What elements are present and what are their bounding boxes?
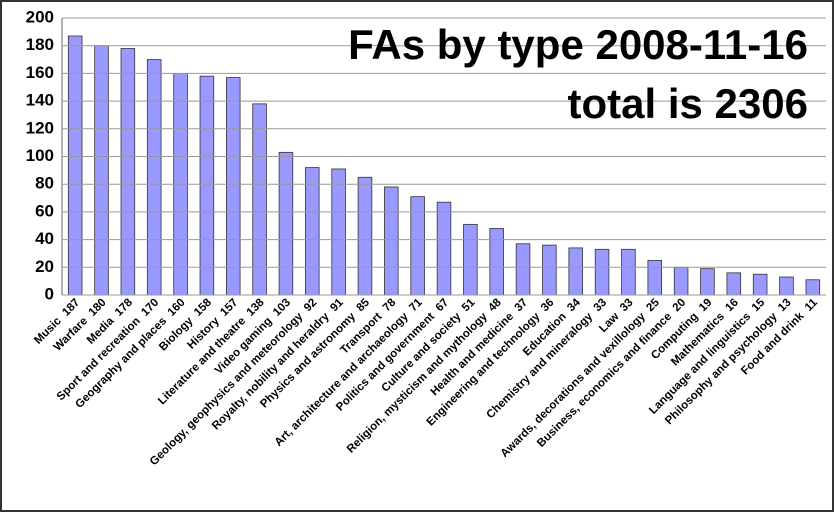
bar (357, 176, 373, 296)
bar (463, 223, 478, 296)
bar (621, 248, 636, 296)
y-tick-label: 20 (35, 257, 54, 276)
bar (726, 272, 742, 296)
bar (568, 247, 583, 296)
y-tick-label: 80 (35, 174, 54, 193)
y-tick-label: 60 (35, 201, 54, 220)
y-tick-label: 180 (26, 35, 54, 54)
bar (805, 279, 821, 296)
bar (305, 167, 320, 296)
bar (67, 35, 83, 296)
y-tick-label: 120 (26, 118, 54, 137)
bar (120, 48, 136, 296)
y-tick-label: 40 (35, 229, 54, 248)
bar (752, 273, 768, 296)
y-tick-label: 100 (26, 146, 54, 165)
bar (146, 59, 162, 296)
chart-title: FAs by type 2008-11-16 (348, 21, 808, 68)
bar (331, 168, 346, 296)
bar (252, 103, 267, 296)
y-tick-label: 200 (26, 7, 54, 26)
bar (700, 268, 715, 296)
bar (515, 243, 531, 296)
bar (436, 201, 452, 296)
bar (278, 151, 294, 296)
bar (673, 266, 689, 296)
chart-subtitle: total is 2306 (568, 80, 808, 127)
bar (489, 228, 504, 296)
bar (779, 276, 794, 296)
bar (199, 75, 215, 296)
bar (384, 186, 399, 296)
y-tick-label: 160 (26, 63, 54, 82)
bar (94, 45, 109, 296)
bar (542, 244, 557, 296)
y-tick-label: 140 (26, 91, 54, 110)
y-tick-label: 0 (45, 284, 54, 303)
bar (647, 259, 663, 296)
bar (594, 248, 610, 296)
bar (225, 77, 241, 296)
